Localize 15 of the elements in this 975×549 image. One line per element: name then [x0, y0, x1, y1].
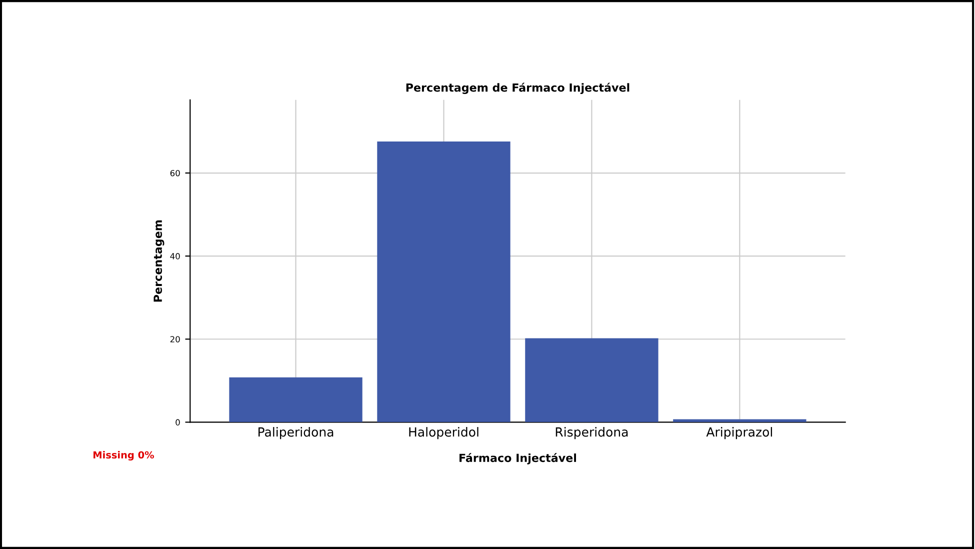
y-tick-label: 40	[170, 253, 180, 260]
text: Missing 0%	[94, 451, 154, 461]
bar	[525, 338, 658, 422]
y-tick-label: 0	[176, 419, 180, 426]
bar	[377, 141, 510, 422]
x-tick-label: Risperidona	[556, 427, 628, 440]
x-axis-title: Fármaco Injectável	[460, 453, 576, 464]
x-tick-label: Aripiprazol	[706, 427, 772, 440]
x-tick-label: Paliperidona	[258, 427, 334, 440]
chart-title: Percentagem de Fármaco Injectável	[406, 82, 630, 94]
y-tick-label: 60	[170, 170, 180, 176]
x-tick-label: Haloperidol	[409, 427, 478, 440]
y-axis-title: Percentagem	[154, 220, 164, 302]
y-tick-label: 20	[170, 336, 180, 342]
bar	[229, 377, 362, 422]
